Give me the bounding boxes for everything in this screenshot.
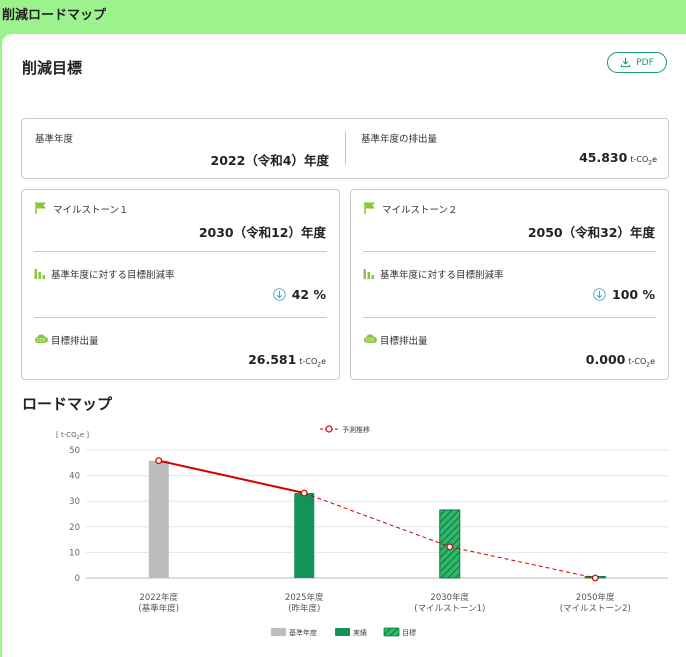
cloud-icon: CO2	[363, 334, 377, 343]
y-tick-label: 20	[69, 523, 80, 533]
pdf-download-button[interactable]: PDF	[607, 52, 667, 73]
x-tick-label: (マイルストーン1)	[414, 604, 485, 614]
milestone-1-rate-label: 基準年度に対する目標削減率	[51, 270, 175, 281]
y-tick-label: 10	[69, 548, 80, 558]
base-emission-value: 45.830 t-CO2e	[579, 150, 657, 167]
legend-swatch-actual	[335, 628, 350, 636]
x-tick-label: (マイルストーン2)	[560, 604, 631, 614]
x-tick-label: 2030年度	[430, 592, 469, 603]
milestone-1-title: マイルストーン１	[53, 205, 129, 216]
svg-text:CO2: CO2	[366, 338, 375, 343]
forecast-point	[446, 543, 454, 551]
milestone-1-emission-value: 26.581 t-CO2e	[248, 352, 326, 369]
milestone-1-divider-1	[34, 251, 327, 252]
forecast-point	[155, 457, 163, 465]
base-year-value: 2022（令和4）年度	[210, 153, 330, 168]
base-divider	[345, 131, 346, 165]
x-tick-label: (基準年度)	[138, 603, 179, 614]
legend-line-marker	[325, 425, 333, 433]
legend-label-base: 基準年度	[289, 628, 317, 637]
x-tick-label: 2022年度	[139, 592, 178, 603]
roadmap-title: ロードマップ	[22, 395, 113, 413]
legend-swatch-target	[383, 627, 400, 637]
bar-chart-icon	[363, 269, 374, 279]
forecast-line-segment	[304, 492, 450, 548]
y-axis-label: [ t-CO2e ]	[56, 431, 89, 441]
forecast-point	[591, 574, 599, 582]
forecast-point	[300, 489, 308, 497]
milestone-2-emission-label: 目標排出量	[380, 336, 428, 347]
base-year-label: 基準年度	[35, 134, 74, 145]
legend-label-actual: 実績	[353, 628, 367, 637]
cloud-icon: CO2	[34, 334, 48, 343]
flag-icon	[364, 202, 375, 214]
milestone-2-divider-2	[363, 317, 656, 318]
legend-swatch-base	[271, 628, 286, 636]
forecast-line-segment	[449, 546, 596, 579]
y-tick-label: 50	[69, 446, 80, 456]
milestone-2-rate-label: 基準年度に対する目標削減率	[380, 270, 504, 281]
milestone-2-rate-value: 100	[612, 287, 639, 302]
milestone-2-rate: 100 %	[593, 287, 655, 302]
y-tick-label: 30	[69, 497, 80, 507]
milestone-1-year: 2030（令和12）年度	[198, 225, 326, 240]
milestone-1-box	[21, 189, 340, 380]
bar-base-0	[148, 460, 169, 578]
milestone-1-divider-2	[34, 317, 327, 318]
legend-label-target: 目標	[402, 628, 416, 637]
down-arrow-icon	[593, 288, 606, 301]
base-emission-label: 基準年度の排出量	[361, 134, 438, 145]
milestone-2-divider-1	[363, 251, 656, 252]
forecast-line-segment	[158, 459, 305, 494]
milestone-2-year: 2050（令和32）年度	[527, 225, 655, 240]
y-tick-label: 0	[75, 574, 80, 584]
y-tick-label: 40	[69, 472, 80, 482]
x-tick-label: 2025年度	[285, 592, 324, 603]
download-icon	[621, 57, 631, 68]
flag-icon	[35, 202, 46, 214]
svg-text:CO2: CO2	[37, 338, 46, 343]
milestone-2-emission-value: 0.000 t-CO2e	[585, 352, 655, 369]
page-title: 削減ロードマップ	[2, 8, 107, 23]
bar-actual-1	[294, 493, 315, 578]
x-tick-label: (昨年度)	[288, 603, 320, 614]
base-year-box	[21, 118, 669, 179]
page-header: 削減ロードマップ	[0, 0, 686, 30]
bar-chart-icon	[34, 269, 45, 279]
x-tick-label: 2050年度	[576, 592, 615, 603]
targets-title: 削減目標	[22, 59, 83, 77]
legend-line-label: 予測推移	[342, 425, 370, 434]
milestone-2-box	[350, 189, 669, 380]
milestone-1-emission-label: 目標排出量	[51, 336, 99, 347]
pdf-label: PDF	[636, 57, 654, 68]
milestone-2-title: マイルストーン２	[382, 205, 458, 216]
down-arrow-icon	[272, 288, 286, 301]
milestone-1-rate-value: 42	[291, 287, 310, 302]
milestone-1-rate: 42 %	[272, 287, 326, 302]
